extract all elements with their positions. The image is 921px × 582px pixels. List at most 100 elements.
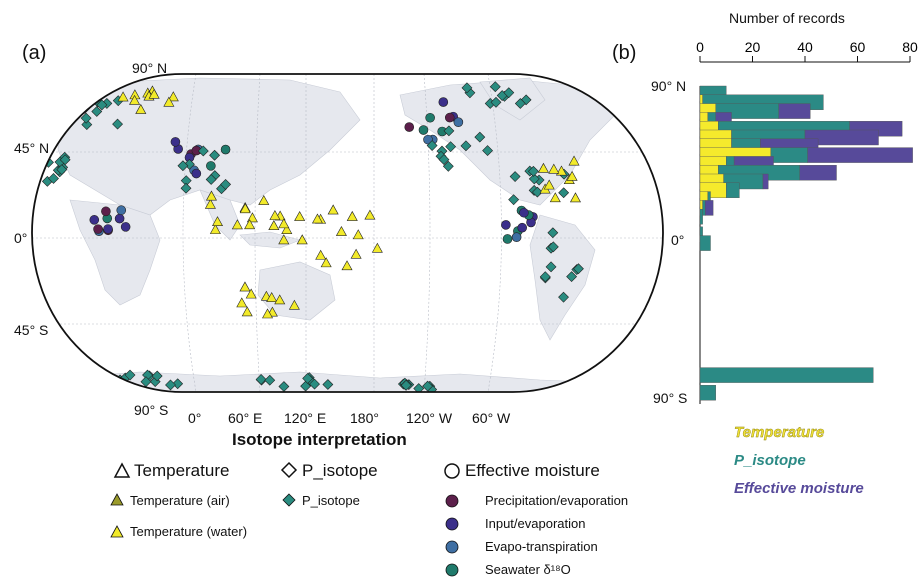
map-marker-p-isotope xyxy=(400,379,412,391)
map-marker-p-isotope xyxy=(180,182,192,194)
map-marker-temperature xyxy=(548,163,560,174)
legend-p-isotope-marker xyxy=(282,493,296,507)
hist-bar-p-isotope xyxy=(699,367,874,383)
map-marker-p-isotope xyxy=(426,384,438,392)
map-marker-p-isotope xyxy=(48,173,59,184)
legend-temp-water: Temperature (water) xyxy=(130,524,248,539)
hist-lat-90n: 90° N xyxy=(651,78,687,94)
map-marker-p-isotope xyxy=(52,164,64,176)
map-marker-effective-moisture xyxy=(220,144,231,155)
legend-p-isotope-item: P_isotope xyxy=(302,493,360,508)
map-marker-temperature xyxy=(245,288,257,299)
map-marker-p-isotope xyxy=(499,90,510,102)
map-marker-temperature xyxy=(335,225,347,236)
hist-bar-p-isotope xyxy=(731,138,761,155)
hist-bar-effective-moisture xyxy=(760,138,819,155)
map-marker-p-isotope xyxy=(545,242,557,254)
map-marker-p-isotope xyxy=(442,160,454,172)
map-marker-p-isotope xyxy=(81,91,93,102)
hist-bar-p-isotope xyxy=(699,226,703,243)
map-marker-effective-moisture xyxy=(453,117,464,127)
map-marker-p-isotope xyxy=(309,378,320,390)
map-marker-p-isotope xyxy=(43,156,54,168)
hist-bar-temperature xyxy=(699,129,732,146)
map-marker-p-isotope xyxy=(92,96,104,108)
hist-bar-p-isotope xyxy=(699,385,716,401)
map-marker-p-isotope xyxy=(54,156,66,168)
legend-precip-evap-marker xyxy=(445,494,459,508)
map-marker-p-isotope xyxy=(547,241,559,253)
map-marker-effective-moisture xyxy=(427,134,438,145)
land-south-america xyxy=(529,214,596,341)
map-marker-temperature xyxy=(278,234,290,245)
map-marker-p-isotope xyxy=(435,150,447,162)
map-marker-p-isotope xyxy=(255,374,267,385)
hist-bar-p-isotope xyxy=(718,120,850,137)
map-marker-temperature xyxy=(167,91,179,102)
map-marker-p-isotope xyxy=(422,380,434,392)
map-marker-p-isotope xyxy=(558,291,569,303)
map-marker-temperature xyxy=(241,306,253,317)
legend-head-temperature: Temperature xyxy=(134,461,230,480)
map-marker-effective-moisture xyxy=(501,220,511,230)
map-marker-p-isotope xyxy=(56,164,68,176)
map-marker-p-isotope xyxy=(573,263,584,275)
map-marker-effective-moisture xyxy=(418,125,429,135)
map-marker-temperature xyxy=(371,242,383,253)
map-marker-temperature xyxy=(269,210,281,220)
map-marker-p-isotope xyxy=(264,374,276,386)
map-marker-effective-moisture xyxy=(103,224,113,234)
legend-temp-water-marker xyxy=(110,525,124,538)
map-marker-temperature xyxy=(129,94,141,105)
hist-bar-p-isotope xyxy=(707,112,716,128)
map-lat-0: 0° xyxy=(14,230,28,246)
map-marker-p-isotope xyxy=(209,170,221,182)
map-marker-temperature xyxy=(148,88,160,99)
map-marker-effective-moisture xyxy=(423,134,433,145)
map-marker-p-isotope xyxy=(539,272,551,284)
map-marker-effective-moisture xyxy=(523,210,534,220)
map-marker-p-isotope xyxy=(403,379,415,391)
map-marker-temperature xyxy=(117,91,129,102)
map-marker-p-isotope xyxy=(547,227,559,239)
map-marker-p-isotope xyxy=(303,372,315,384)
map-marker-p-isotope xyxy=(539,271,551,283)
map-marker-p-isotope xyxy=(80,112,92,124)
map-marker-effective-moisture xyxy=(120,222,131,232)
map-lon-0: 0° xyxy=(188,410,202,426)
map-marker-temperature xyxy=(266,292,278,302)
map-marker-p-isotope xyxy=(119,372,131,384)
map-marker-p-isotope xyxy=(54,166,66,178)
map-marker-temperature xyxy=(211,216,224,227)
map-marker-p-isotope xyxy=(558,168,570,180)
hist-bar-effective-moisture xyxy=(807,147,913,163)
land-greenland xyxy=(479,77,546,121)
map-marker-temperature xyxy=(539,183,551,194)
map-marker-temperature xyxy=(266,306,278,317)
map-marker-p-isotope xyxy=(426,140,438,151)
map-marker-temperature xyxy=(142,87,154,98)
map-marker-p-isotope xyxy=(524,165,536,177)
map-marker-p-isotope xyxy=(165,379,176,391)
hist-bar-temperature xyxy=(699,191,709,207)
map-marker-effective-moisture xyxy=(528,212,538,222)
map-marker-effective-moisture xyxy=(511,232,522,242)
map-marker-temperature xyxy=(288,299,300,310)
map-marker-temperature xyxy=(537,162,549,173)
legend-precip-evap: Precipitation/evaporation xyxy=(485,493,629,508)
legend-head-p-isotope: P_isotope xyxy=(302,461,378,480)
hist-bar-p-isotope xyxy=(731,129,806,146)
map-marker-p-isotope xyxy=(484,98,496,109)
map-marker-p-isotope xyxy=(183,158,195,170)
map-marker-effective-moisture xyxy=(184,152,195,163)
map-marker-temperature xyxy=(239,281,251,292)
map-marker-p-isotope xyxy=(424,380,436,392)
map-marker-temperature xyxy=(129,89,141,100)
legend-seawater-marker xyxy=(445,563,459,577)
map-marker-p-isotope xyxy=(397,378,409,390)
hist-x-tick-label: 60 xyxy=(850,39,866,55)
map-marker-temperature xyxy=(315,249,327,260)
panel-b-label: (b) xyxy=(612,42,637,64)
legend-head-effective-moisture: Effective moisture xyxy=(465,461,600,480)
hist-bar-p-isotope xyxy=(718,164,800,181)
